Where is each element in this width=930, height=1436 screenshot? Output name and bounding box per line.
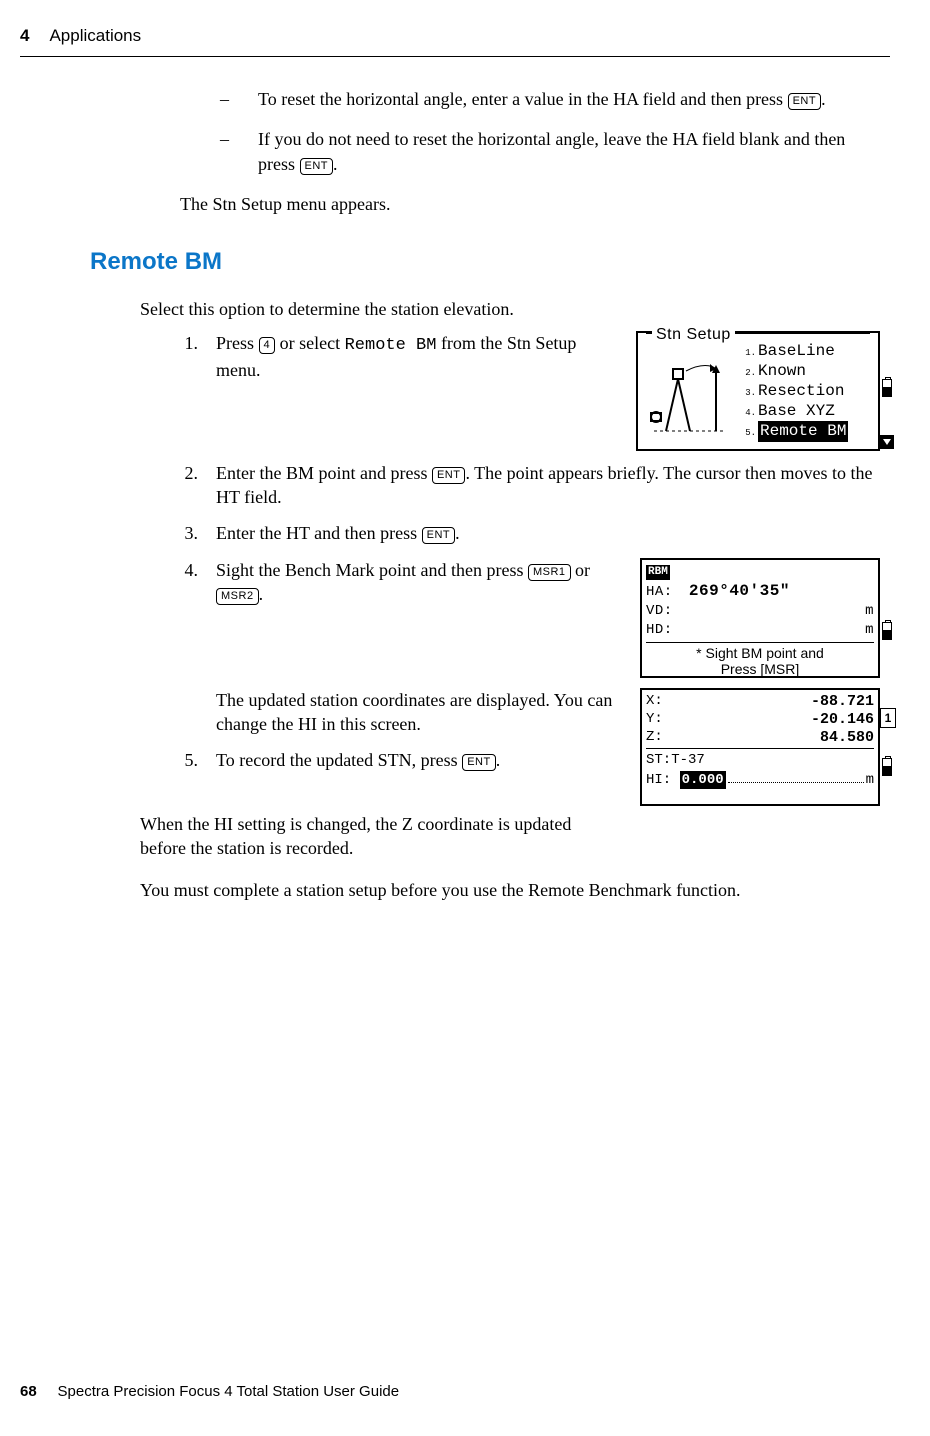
row-step-screen: 1. Press 4 or select Remote BM from the … [180, 331, 880, 451]
key-ent: ENT [788, 93, 822, 110]
list-body: To reset the horizontal angle, enter a v… [258, 87, 880, 111]
menu-items: 1.BaseLine 2.Known 3.Resection 4.Base XY… [744, 341, 874, 441]
header-rule [20, 56, 890, 57]
key-ent: ENT [432, 467, 466, 484]
dash-bullet: – [220, 87, 238, 111]
list-item: 1. Press 4 or select Remote BM from the … [180, 331, 624, 382]
step-body: Enter the BM point and press ENT. The po… [216, 461, 880, 510]
ha-value: 269°40'35" [689, 582, 790, 600]
section-lead: Select this option to determine the stat… [140, 297, 890, 321]
battery-icon [882, 758, 892, 776]
row-step-screen: 4. Sight the Bench Mark point and then p… [180, 558, 880, 678]
menu-path: Remote BM [345, 336, 437, 355]
paragraph: The Stn Setup menu appears. [180, 192, 880, 216]
st-value: T-37 [671, 752, 705, 768]
battery-icon [882, 622, 892, 640]
text-col: 4. Sight the Bench Mark point and then p… [180, 558, 628, 619]
paragraph: When the HI setting is changed, the Z co… [140, 812, 620, 861]
x-value: -88.721 [764, 692, 874, 710]
page: 4 Applications – To reset the horizontal… [0, 0, 930, 1436]
step-number: 2. [180, 461, 198, 510]
lcd-coordinates: X:-88.721 Y:-20.146 Z:84.580 ST:T-37 HI:… [640, 688, 880, 806]
step-body: Sight the Bench Mark point and then pres… [216, 558, 628, 607]
paragraph: You must complete a station setup before… [140, 878, 890, 902]
content-area: – To reset the horizontal angle, enter a… [180, 87, 880, 216]
scrollbar [880, 333, 894, 449]
lcd-rbm-measure: RBM HA: 269°40'35" VD:m HD:m * Sight BM … [640, 558, 880, 678]
list-item: – If you do not need to reset the horizo… [220, 127, 880, 176]
key-ent: ENT [300, 158, 334, 175]
screen-message: * Sight BM point and Press [MSR] [646, 645, 874, 677]
scrollbar [880, 560, 894, 676]
running-header: 4 Applications [20, 25, 890, 48]
list-item: 2. Enter the BM point and press ENT. The… [180, 461, 880, 510]
list-item: 3. Enter the HT and then press ENT. [180, 521, 880, 545]
step-body: Enter the HT and then press ENT. [216, 521, 880, 545]
text-col: 1. Press 4 or select Remote BM from the … [180, 331, 624, 394]
screen-title: Stn Setup [652, 324, 735, 346]
y-value: -20.146 [764, 710, 874, 728]
section-title: Remote BM [90, 248, 222, 275]
step-number: 3. [180, 521, 198, 545]
list-item: 5. To record the updated STN, press ENT. [180, 748, 628, 772]
step-body: To record the updated STN, press ENT. [216, 748, 628, 772]
lcd-stn-setup: Stn Setup 1. [636, 331, 880, 451]
chapter-title: Applications [49, 25, 141, 48]
hi-row: HI: 0.000 m [646, 770, 874, 790]
page-number: 68 [20, 1383, 37, 1400]
scroll-down-icon [880, 435, 894, 449]
hi-value: 0.000 [680, 771, 726, 790]
input-underline [728, 770, 864, 783]
dash-bullet: – [220, 127, 238, 176]
footer: 68 Spectra Precision Focus 4 Total Stati… [20, 1382, 399, 1402]
list-item: – To reset the horizontal angle, enter a… [220, 87, 880, 111]
numbered-list: 1. Press 4 or select Remote BM from the … [180, 331, 880, 806]
key-msr1: MSR1 [528, 564, 571, 581]
continuation-list: – To reset the horizontal angle, enter a… [220, 87, 880, 176]
step-number: 5. [180, 748, 198, 772]
continuation-text: The updated station coordinates are disp… [180, 688, 628, 737]
scrollbar [880, 690, 894, 804]
surveyor-icon [646, 361, 732, 441]
section-heading: Remote BM [90, 246, 890, 278]
steps-area: 1. Press 4 or select Remote BM from the … [180, 331, 880, 806]
list-body: If you do not need to reset the horizont… [258, 127, 880, 176]
list-item: 4. Sight the Bench Mark point and then p… [180, 558, 628, 607]
battery-icon [882, 379, 892, 397]
key-ent: ENT [422, 527, 456, 544]
key-msr2: MSR2 [216, 588, 259, 605]
row-step-screen: The updated station coordinates are disp… [180, 688, 880, 806]
step-number: 1. [180, 331, 198, 382]
footer-title: Spectra Precision Focus 4 Total Station … [58, 1383, 400, 1400]
z-value: 84.580 [764, 728, 874, 746]
key-ent: ENT [462, 754, 496, 771]
chapter-number: 4 [20, 25, 29, 48]
key-4: 4 [259, 337, 276, 354]
step-body: Press 4 or select Remote BM from the Stn… [216, 331, 624, 382]
screen-badge: RBM [646, 565, 670, 580]
step-number: 4. [180, 558, 198, 607]
text-col: The updated station coordinates are disp… [180, 688, 628, 785]
